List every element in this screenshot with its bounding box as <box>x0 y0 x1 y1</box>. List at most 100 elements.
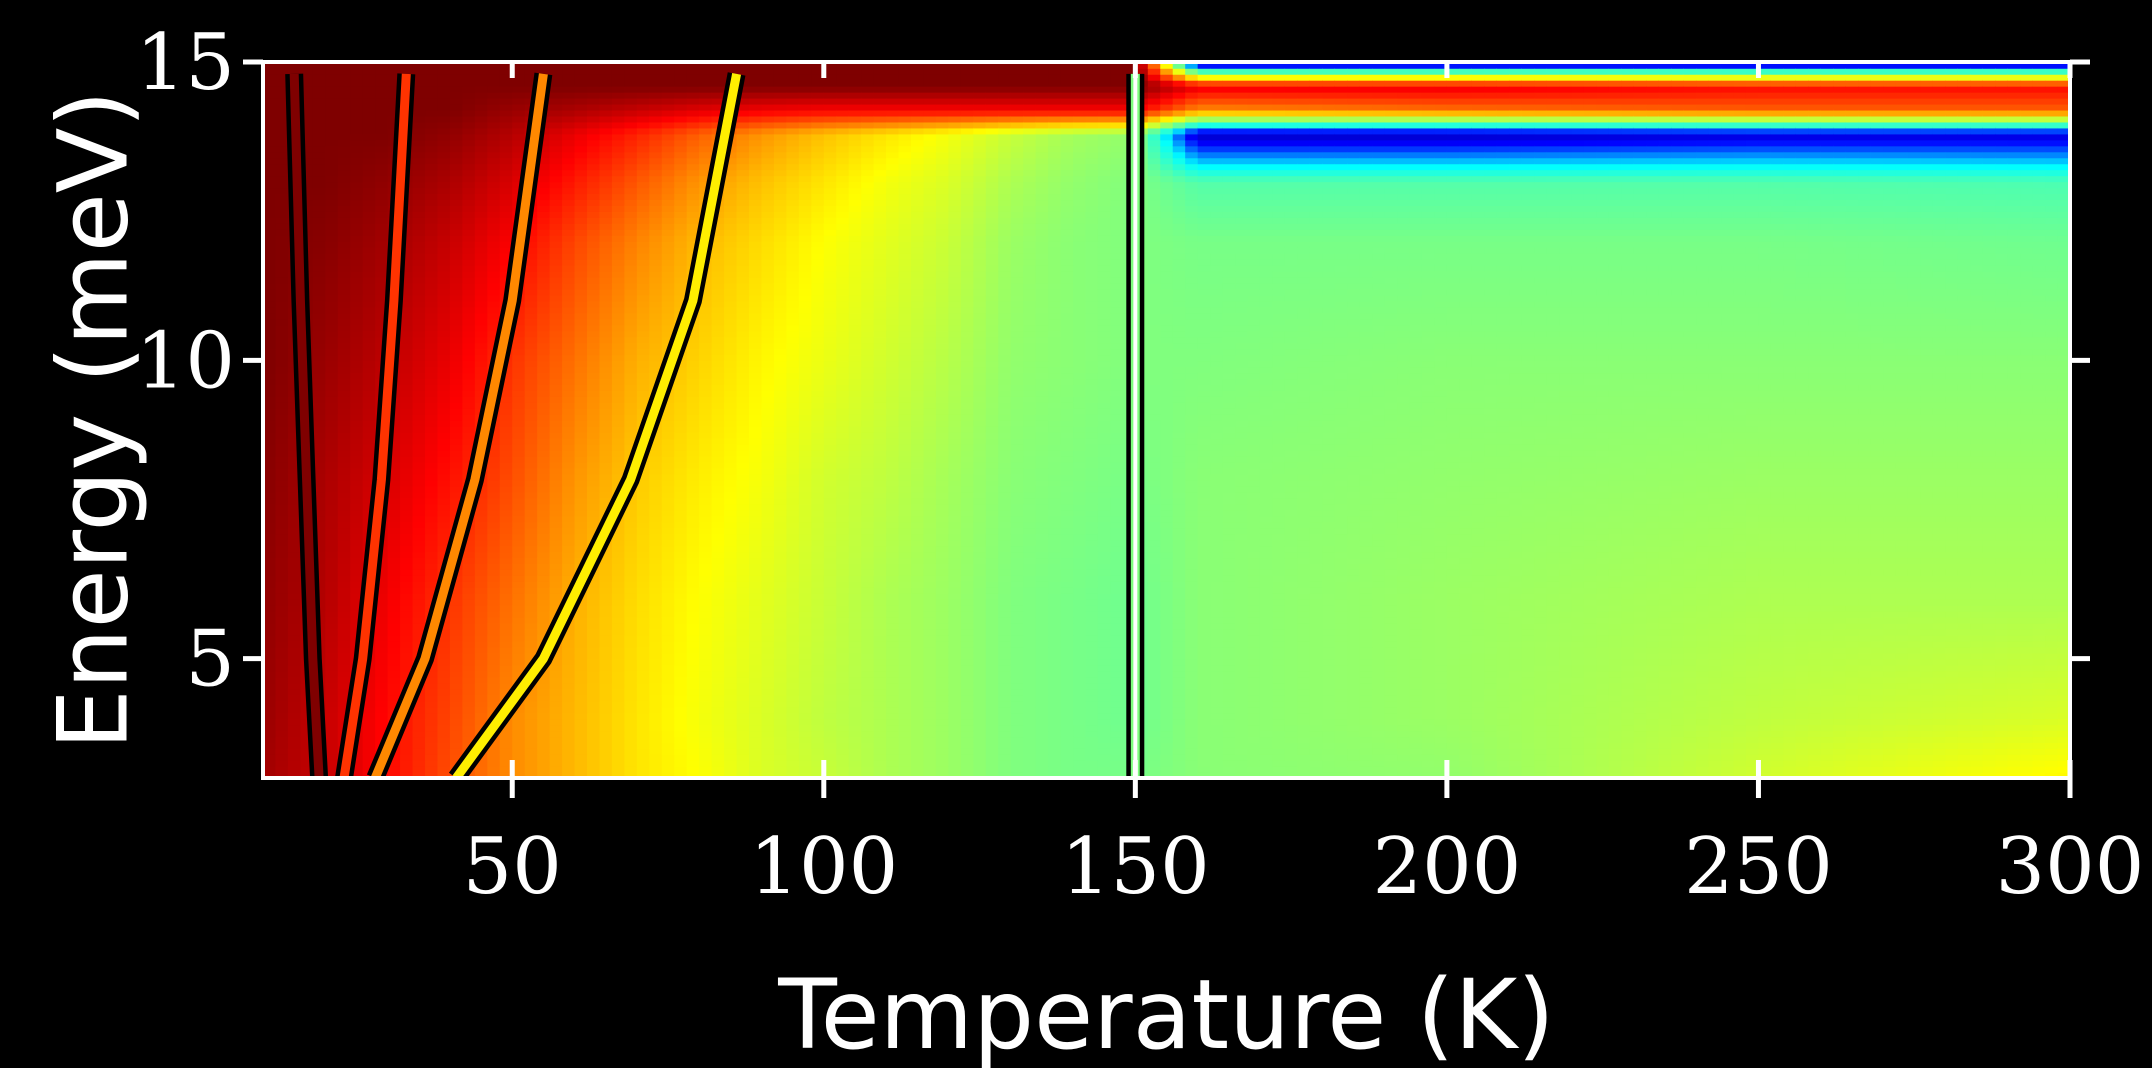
heatmap-cell <box>661 151 676 159</box>
heatmap-cell <box>686 563 700 570</box>
heatmap-cell <box>350 181 364 189</box>
heatmap-cell <box>312 103 327 111</box>
heatmap-cell <box>325 736 339 743</box>
heatmap-cell <box>462 455 476 463</box>
heatmap-cell <box>611 616 626 624</box>
heatmap-cell <box>674 587 688 594</box>
heatmap-cell <box>537 229 551 236</box>
heatmap-cell <box>312 294 327 302</box>
heatmap-cell <box>425 67 439 75</box>
heatmap-cell <box>449 241 464 248</box>
heatmap-cell <box>362 103 376 111</box>
heatmap-cell <box>649 706 663 714</box>
heatmap-cell <box>674 652 688 660</box>
heatmap-cell <box>736 628 750 636</box>
heatmap-cell <box>749 402 763 409</box>
heatmap-cell <box>499 163 514 171</box>
heatmap-cell <box>462 581 476 588</box>
heatmap-cell <box>337 473 352 481</box>
heatmap-cell <box>699 718 713 726</box>
heatmap-cell <box>499 252 514 260</box>
heatmap-cell <box>362 109 376 117</box>
heatmap-cell <box>275 491 289 499</box>
heatmap-cell <box>387 67 401 75</box>
heatmap-cell <box>574 163 588 171</box>
heatmap-cell <box>400 539 414 547</box>
heatmap-cell <box>562 497 576 505</box>
heatmap-cell <box>263 754 277 761</box>
heatmap-cell <box>487 766 501 773</box>
heatmap-cell <box>724 437 738 445</box>
heatmap-cell <box>711 551 725 559</box>
heatmap-cell <box>487 223 501 230</box>
heatmap-cell <box>400 342 414 350</box>
heatmap-cell <box>375 103 389 111</box>
heatmap-cell <box>312 157 327 165</box>
heatmap-cell <box>624 97 638 105</box>
heatmap-cell <box>275 127 289 135</box>
heatmap-cell <box>275 306 289 314</box>
heatmap-cell <box>649 372 663 380</box>
heatmap-cell <box>599 408 613 415</box>
heatmap-cell <box>400 533 414 541</box>
heatmap-cell <box>263 193 277 201</box>
heatmap-cell <box>587 282 601 290</box>
heatmap-cell <box>437 187 451 195</box>
heatmap-cell <box>300 139 314 147</box>
heatmap-cell <box>761 694 775 702</box>
heatmap-cell <box>362 73 376 81</box>
heatmap-cell <box>325 402 339 409</box>
heatmap-cell <box>325 694 339 702</box>
heatmap-cell <box>649 521 663 529</box>
heatmap-cell <box>350 485 364 493</box>
heatmap-cell <box>599 217 613 224</box>
heatmap-cell <box>724 163 738 171</box>
heatmap-cell <box>711 455 725 463</box>
heatmap-cell <box>449 593 464 600</box>
heatmap-cell <box>275 73 289 81</box>
heatmap-cell <box>699 306 713 314</box>
heatmap-cell <box>724 276 738 284</box>
heatmap-cell <box>437 169 451 177</box>
heatmap-cell <box>649 461 663 469</box>
heatmap-cell <box>599 175 613 183</box>
heatmap-cell <box>724 264 738 272</box>
heatmap-cell <box>499 670 514 678</box>
heatmap-cell <box>287 402 302 409</box>
heatmap-cell <box>412 461 426 469</box>
heatmap-cell <box>375 73 389 81</box>
heatmap-cell <box>761 396 775 403</box>
heatmap-cell <box>300 145 314 153</box>
heatmap-cell <box>499 175 514 183</box>
heatmap-cell <box>773 593 788 600</box>
heatmap-cell <box>587 205 601 212</box>
heatmap-cell <box>749 163 763 171</box>
heatmap-cell <box>699 354 713 362</box>
heatmap-cell <box>400 772 414 778</box>
heatmap-cell <box>661 772 676 778</box>
heatmap-cell <box>387 103 401 111</box>
heatmap-cell <box>574 62 588 69</box>
heatmap-cell <box>337 706 352 714</box>
heatmap-cell <box>287 658 302 666</box>
heatmap-cell <box>350 384 364 391</box>
heatmap-cell <box>711 604 725 612</box>
heatmap-cell <box>549 581 563 588</box>
heatmap-cell <box>599 223 613 230</box>
heatmap-cell <box>350 581 364 588</box>
heatmap-cell <box>711 610 725 618</box>
heatmap-cell <box>375 258 389 266</box>
heatmap-cell <box>437 336 451 344</box>
heatmap-cell <box>362 491 376 499</box>
heatmap-cell <box>761 599 775 606</box>
heatmap-cell <box>437 718 451 726</box>
heatmap-cell <box>636 121 651 129</box>
heatmap-cell <box>661 712 676 720</box>
heatmap-cell <box>761 241 775 248</box>
heatmap-cell <box>275 593 289 600</box>
heatmap-cell <box>699 610 713 618</box>
heatmap-cell <box>512 414 526 421</box>
heatmap-cell <box>474 157 489 165</box>
heatmap-cell <box>524 760 538 767</box>
heatmap-cell <box>549 670 563 678</box>
